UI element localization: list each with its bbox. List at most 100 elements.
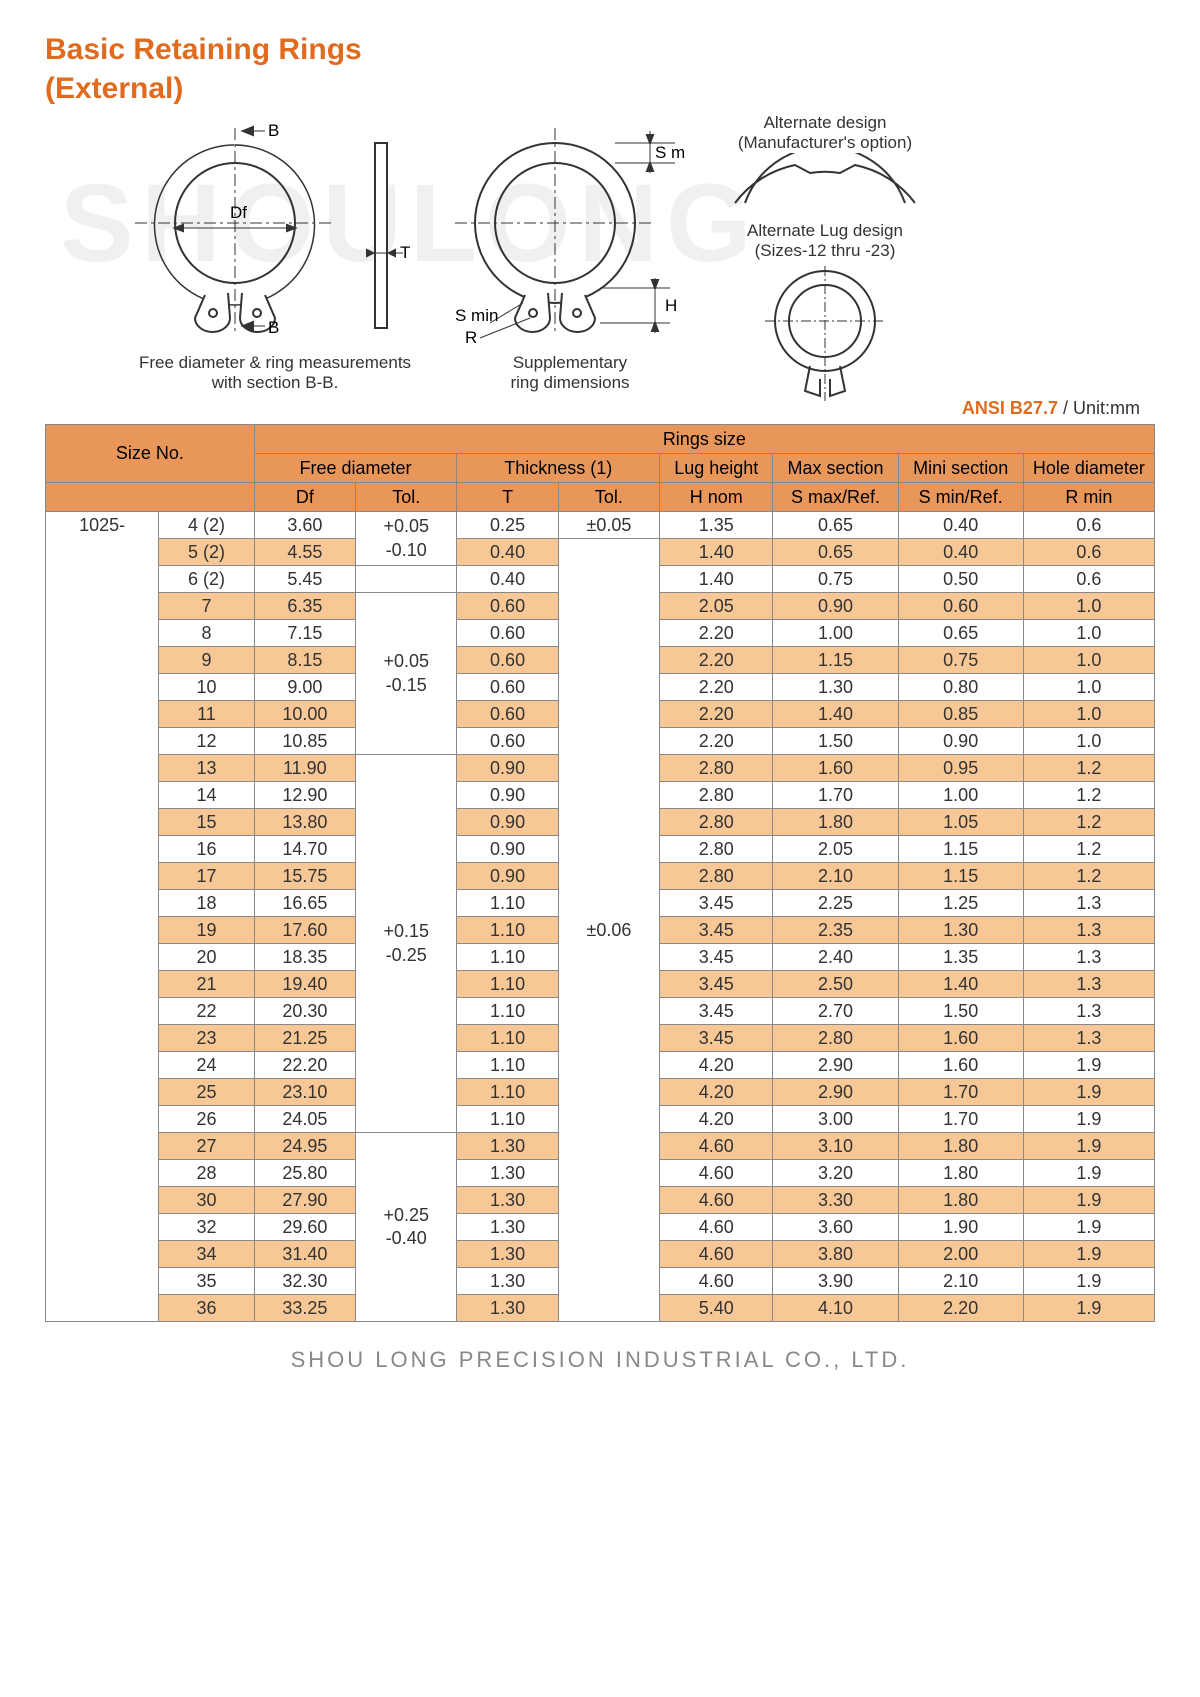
cell-h: 4.60: [660, 1268, 773, 1295]
cell-smax: 1.50: [773, 728, 898, 755]
cell-n: 13: [159, 755, 254, 782]
cell-smin: 1.15: [898, 836, 1023, 863]
cell-h: 4.20: [660, 1106, 773, 1133]
cell-t: 1.30: [457, 1133, 558, 1160]
cell-smax: 1.15: [773, 647, 898, 674]
th-t: T: [457, 483, 558, 512]
cell-r: 1.9: [1023, 1268, 1154, 1295]
cell-t: 1.10: [457, 890, 558, 917]
cell-df: 25.80: [254, 1160, 355, 1187]
cell-n: 12: [159, 728, 254, 755]
cell-n: 24: [159, 1052, 254, 1079]
cell-df: 17.60: [254, 917, 355, 944]
cell-smin: 1.60: [898, 1025, 1023, 1052]
cell-smax: 2.05: [773, 836, 898, 863]
cell-smax: 3.80: [773, 1241, 898, 1268]
cell-smin: 1.70: [898, 1106, 1023, 1133]
cell-df: 24.95: [254, 1133, 355, 1160]
cell-df: 9.00: [254, 674, 355, 701]
cell-r: 1.3: [1023, 971, 1154, 998]
svg-text:B: B: [268, 123, 279, 140]
cell-smin: 0.40: [898, 539, 1023, 566]
cell-n: 9: [159, 647, 254, 674]
svg-text:S min: S min: [455, 306, 498, 325]
page-title: Basic Retaining Rings(External): [45, 30, 1155, 108]
cell-r: 1.2: [1023, 809, 1154, 836]
table-body: 1025-4 (2)3.60+0.05 -0.100.25±0.051.350.…: [46, 512, 1155, 1322]
diagram-alt-top: [725, 153, 925, 213]
cell-n: 21: [159, 971, 254, 998]
cell-n: 7: [159, 593, 254, 620]
cell-t: 0.60: [457, 674, 558, 701]
cell-h: 2.20: [660, 674, 773, 701]
cell-h: 4.60: [660, 1133, 773, 1160]
cell-df: 7.15: [254, 620, 355, 647]
cell-t: 1.30: [457, 1160, 558, 1187]
cell-n: 16: [159, 836, 254, 863]
cell-t: 1.10: [457, 1079, 558, 1106]
cell-t: 0.25: [457, 512, 558, 539]
cell-df: 24.05: [254, 1106, 355, 1133]
th-free-dia: Free diameter: [254, 454, 457, 483]
cell-df: 33.25: [254, 1295, 355, 1322]
cell-smin: 1.25: [898, 890, 1023, 917]
cell-smax: 2.35: [773, 917, 898, 944]
cell-t: 0.40: [457, 539, 558, 566]
cell-h: 1.35: [660, 512, 773, 539]
table-row: 5 (2)4.550.40±0.061.400.650.400.6: [46, 539, 1155, 566]
cell-t: 1.10: [457, 944, 558, 971]
cell-n: 27: [159, 1133, 254, 1160]
cell-smax: 2.90: [773, 1052, 898, 1079]
cell-r: 1.9: [1023, 1106, 1154, 1133]
th-rings-size: Rings size: [254, 425, 1154, 454]
cell-df: 16.65: [254, 890, 355, 917]
cell-h: 2.20: [660, 728, 773, 755]
cell-t: 1.30: [457, 1268, 558, 1295]
cell-r: 1.0: [1023, 674, 1154, 701]
cell-h: 2.80: [660, 809, 773, 836]
cell-n: 34: [159, 1241, 254, 1268]
cell-r: 1.0: [1023, 620, 1154, 647]
cell-smin: 1.90: [898, 1214, 1023, 1241]
cell-t: 1.10: [457, 917, 558, 944]
cell-n: 5 (2): [159, 539, 254, 566]
th-rmin: R min: [1023, 483, 1154, 512]
cell-smin: 0.60: [898, 593, 1023, 620]
cell-df-tol: +0.15 -0.25: [356, 755, 457, 1133]
cell-smax: 3.30: [773, 1187, 898, 1214]
cell-df: 23.10: [254, 1079, 355, 1106]
cell-df: 18.35: [254, 944, 355, 971]
cell-t: 0.90: [457, 755, 558, 782]
cell-r: 1.2: [1023, 755, 1154, 782]
cell-series: 1025-: [46, 512, 159, 1322]
cell-smin: 1.40: [898, 971, 1023, 998]
cell-df: 13.80: [254, 809, 355, 836]
th-max-sec: Max section: [773, 454, 898, 483]
cell-t: 1.30: [457, 1295, 558, 1322]
cell-h: 4.20: [660, 1079, 773, 1106]
cell-smax: 1.80: [773, 809, 898, 836]
cell-t: 1.10: [457, 1106, 558, 1133]
cell-h: 3.45: [660, 1025, 773, 1052]
diagram-left-caption: Free diameter & ring measurements with s…: [139, 353, 411, 393]
th-hnom: H nom: [660, 483, 773, 512]
cell-smin: 0.75: [898, 647, 1023, 674]
diagram-area: B B Df T Free diameter & ring measuremen…: [45, 123, 1155, 403]
cell-h: 2.80: [660, 755, 773, 782]
cell-h: 1.40: [660, 539, 773, 566]
cell-df: 4.55: [254, 539, 355, 566]
cell-r: 0.6: [1023, 512, 1154, 539]
cell-smax: 0.65: [773, 512, 898, 539]
diagram-left: B B Df T: [135, 123, 415, 353]
cell-r: 1.3: [1023, 890, 1154, 917]
cell-n: 10: [159, 674, 254, 701]
cell-smin: 1.80: [898, 1187, 1023, 1214]
cell-n: 28: [159, 1160, 254, 1187]
cell-t: 0.90: [457, 782, 558, 809]
cell-df: 12.90: [254, 782, 355, 809]
cell-smax: 2.25: [773, 890, 898, 917]
cell-smin: 0.95: [898, 755, 1023, 782]
cell-r: 1.3: [1023, 917, 1154, 944]
cell-r: 1.3: [1023, 998, 1154, 1025]
cell-r: 0.6: [1023, 539, 1154, 566]
